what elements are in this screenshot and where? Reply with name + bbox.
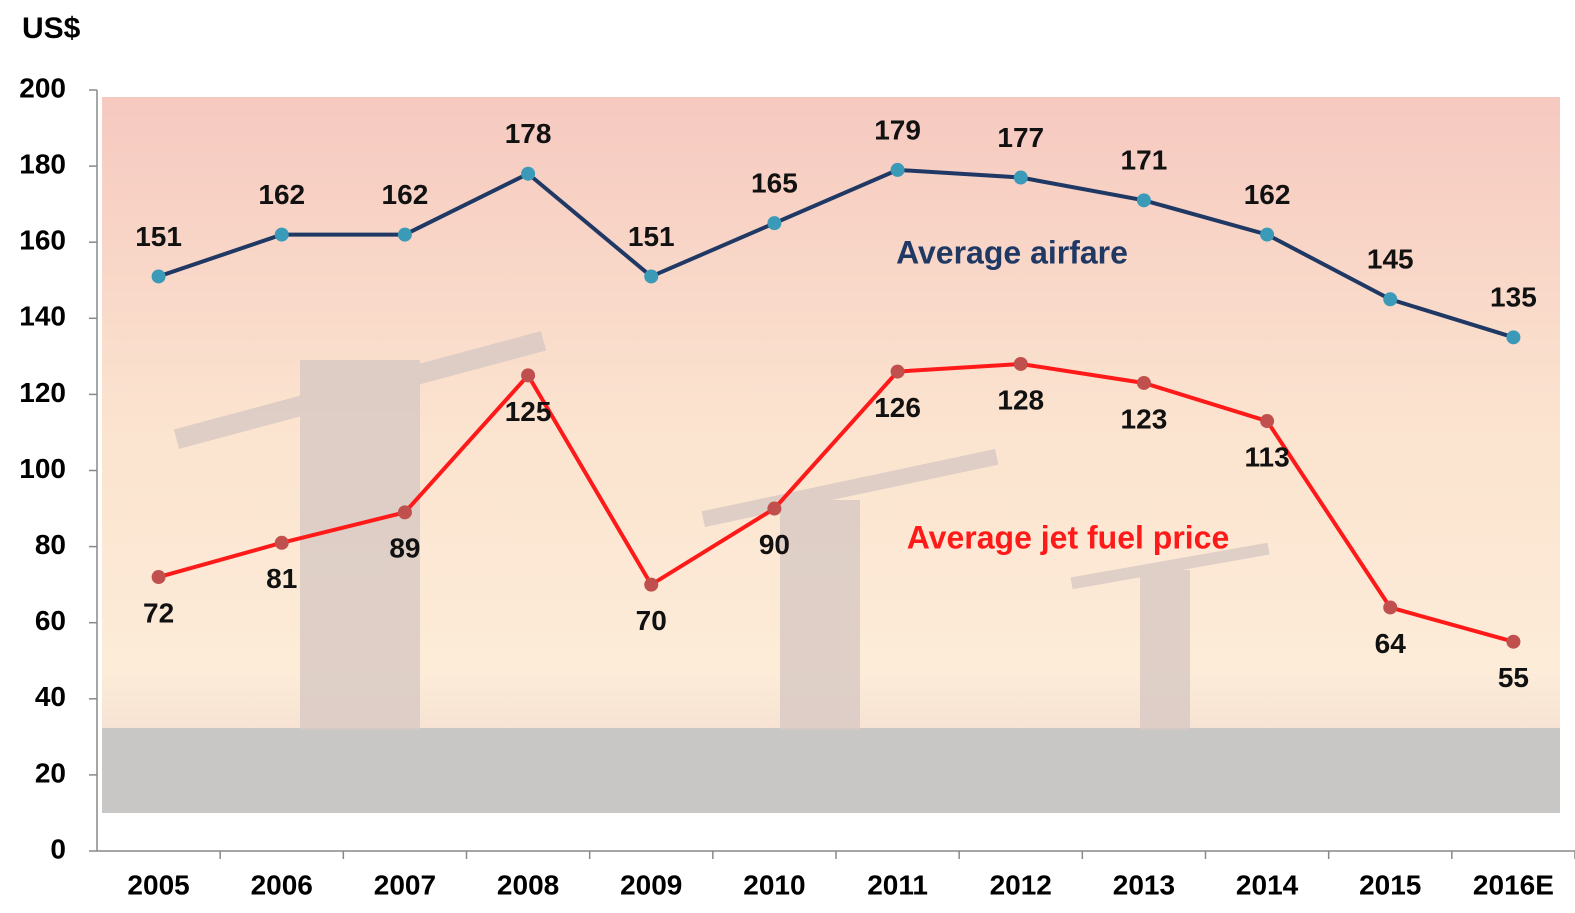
series-name: Average airfare <box>896 234 1128 270</box>
y-tick-label: 100 <box>19 453 66 484</box>
data-point <box>1506 330 1521 345</box>
x-tick-label: 2006 <box>251 869 313 900</box>
x-tick-label: 2011 <box>867 869 928 900</box>
series-name: Average jet fuel price <box>907 519 1230 555</box>
y-axis-label: US$ <box>22 12 81 45</box>
data-point <box>521 166 536 181</box>
pumpjacks <box>173 331 1270 730</box>
x-tick-label: 2009 <box>620 869 682 900</box>
data-point <box>397 227 412 242</box>
data-label: 151 <box>135 221 182 252</box>
x-tick-label: 2005 <box>127 869 189 900</box>
data-label: 162 <box>1244 179 1291 210</box>
x-tick-label: 2007 <box>374 869 436 900</box>
data-label: 145 <box>1367 244 1414 275</box>
data-label: 178 <box>505 118 552 149</box>
data-point <box>1136 375 1151 390</box>
data-point <box>521 368 536 383</box>
series-line <box>158 361 1514 644</box>
y-tick-label: 60 <box>35 605 66 636</box>
data-point <box>644 269 659 284</box>
data-label: 135 <box>1490 282 1537 313</box>
data-point <box>1383 600 1398 615</box>
x-tick-label: 2012 <box>990 869 1052 900</box>
data-point <box>1506 634 1521 649</box>
data-label: 162 <box>382 179 429 210</box>
y-tick-label: 40 <box>35 681 66 712</box>
y-tick-label: 120 <box>19 377 66 408</box>
data-point <box>890 364 905 379</box>
data-label: 90 <box>759 529 790 560</box>
x-tick-label: 2015 <box>1359 869 1421 900</box>
data-label: 72 <box>143 597 174 628</box>
data-point <box>1136 193 1151 208</box>
data-point <box>644 577 659 592</box>
data-point <box>1013 356 1028 371</box>
x-tick-label: 2010 <box>743 869 805 900</box>
data-point <box>1383 292 1398 307</box>
x-tick-label: 2013 <box>1113 869 1175 900</box>
data-label: 151 <box>628 221 675 252</box>
series-line <box>157 167 1515 340</box>
data-label: 126 <box>874 392 921 423</box>
data-label: 125 <box>505 396 552 427</box>
data-label: 64 <box>1375 628 1407 659</box>
y-tick-label: 160 <box>19 225 66 256</box>
data-point <box>274 535 289 550</box>
data-point <box>1013 170 1028 185</box>
data-label: 177 <box>997 122 1044 153</box>
data-point <box>151 570 166 585</box>
y-tick-label: 200 <box>19 72 66 103</box>
ground <box>102 728 1560 813</box>
data-point <box>1260 227 1275 242</box>
data-label: 162 <box>258 179 305 210</box>
data-label: 81 <box>266 563 297 594</box>
y-tick-label: 0 <box>50 833 66 864</box>
data-label: 165 <box>751 168 798 199</box>
x-tick-label: 2016E <box>1473 869 1554 900</box>
data-label: 89 <box>389 533 420 564</box>
data-point <box>274 227 289 242</box>
data-label: 171 <box>1121 145 1168 176</box>
data-label: 128 <box>997 384 1044 415</box>
data-label: 123 <box>1121 403 1168 434</box>
data-point <box>890 162 905 177</box>
data-label: 113 <box>1244 441 1289 472</box>
data-point <box>397 505 412 520</box>
data-label: 179 <box>874 114 921 145</box>
y-tick-label: 140 <box>19 301 66 332</box>
data-label: 55 <box>1498 662 1529 693</box>
data-label: 70 <box>636 605 667 636</box>
x-tick-label: 2014 <box>1236 869 1299 900</box>
x-tick-label: 2008 <box>497 869 559 900</box>
data-point <box>767 501 782 516</box>
data-point <box>767 216 782 231</box>
data-point <box>1260 414 1275 429</box>
y-tick-label: 20 <box>35 757 66 788</box>
y-tick-label: 180 <box>19 148 66 179</box>
y-tick-label: 80 <box>35 529 66 560</box>
data-point <box>151 269 166 284</box>
